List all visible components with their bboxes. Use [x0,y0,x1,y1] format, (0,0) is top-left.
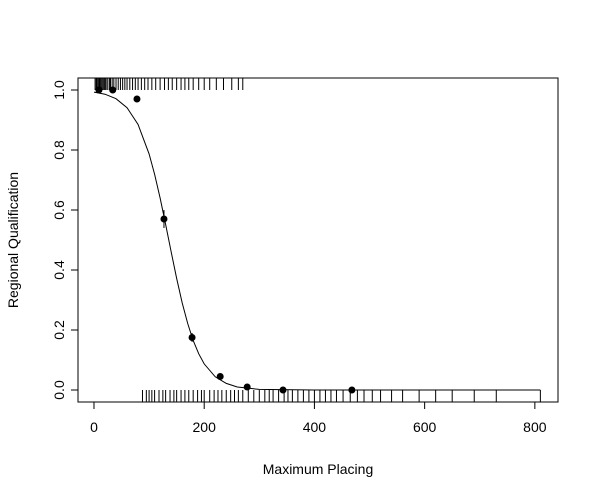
plot-box [77,77,559,403]
x-tick-label: 200 [193,419,217,435]
y-tick-label: 0.2 [51,320,67,340]
y-tick-label: 1.0 [51,80,67,100]
data-point [133,95,141,103]
data-point [279,386,287,394]
data-point [243,383,251,391]
data-point [348,386,356,394]
fitted-curve [93,91,541,391]
y-tick-label: 0.0 [51,380,67,400]
y-tick-label: 0.6 [51,200,67,220]
y-axis-label: Regional Qualification [5,172,21,308]
y-tick-label: 0.8 [51,140,67,160]
x-axis-label: Maximum Placing [263,461,373,477]
data-point [216,373,224,380]
x-tick-label: 400 [303,419,327,435]
data-point [109,86,117,94]
data-point [188,334,196,341]
y-tick-label: 0.4 [51,260,67,280]
x-tick-label: 600 [413,419,437,435]
x-tick-label: 0 [90,419,98,435]
data-point [160,215,168,223]
x-tick-label: 800 [523,419,547,435]
data-point [95,86,103,94]
